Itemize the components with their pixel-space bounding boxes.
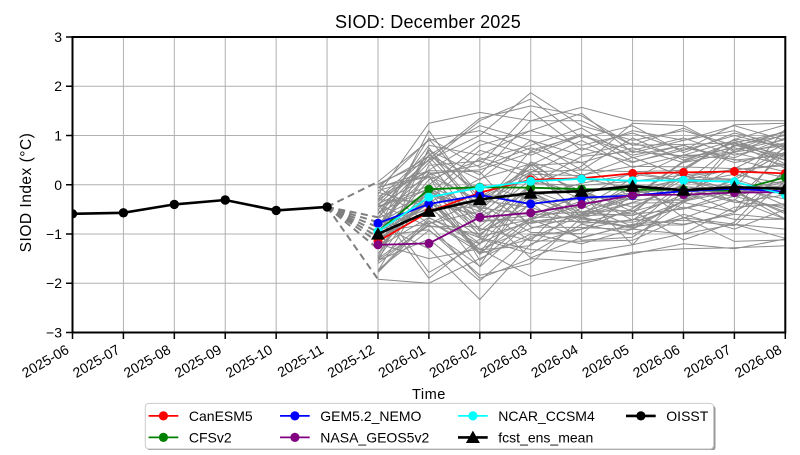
svg-text:NCAR_CCSM4: NCAR_CCSM4 bbox=[498, 408, 595, 424]
svg-text:−3: −3 bbox=[46, 325, 62, 341]
svg-text:GEM5.2_NEMO: GEM5.2_NEMO bbox=[320, 408, 421, 424]
svg-text:CanESM5: CanESM5 bbox=[189, 408, 253, 424]
svg-text:CFSv2: CFSv2 bbox=[189, 429, 232, 445]
svg-text:SIOD Index (°C): SIOD Index (°C) bbox=[18, 133, 35, 253]
svg-text:−1: −1 bbox=[46, 226, 62, 242]
svg-text:Time: Time bbox=[412, 387, 446, 403]
svg-text:OISST: OISST bbox=[666, 408, 708, 424]
svg-text:2: 2 bbox=[54, 78, 62, 94]
svg-text:SIOD: December 2025: SIOD: December 2025 bbox=[335, 12, 521, 32]
svg-text:0: 0 bbox=[54, 177, 62, 193]
svg-text:1: 1 bbox=[54, 128, 62, 144]
svg-text:3: 3 bbox=[54, 29, 62, 45]
svg-text:fcst_ens_mean: fcst_ens_mean bbox=[498, 429, 593, 445]
svg-text:NASA_GEOS5v2: NASA_GEOS5v2 bbox=[320, 429, 429, 445]
svg-text:−2: −2 bbox=[46, 275, 62, 291]
